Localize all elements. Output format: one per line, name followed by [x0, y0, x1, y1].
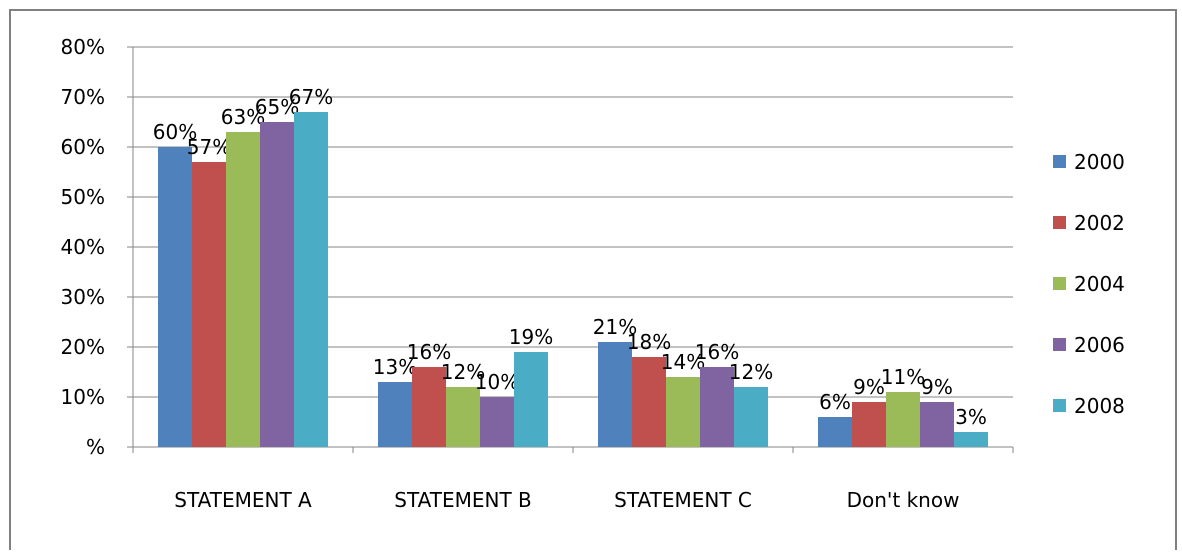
data-label: 9%	[853, 375, 885, 399]
y-tick-label: 30%	[61, 285, 105, 309]
bar	[514, 352, 548, 447]
data-label: 10%	[475, 370, 519, 394]
bar	[226, 132, 260, 447]
bar	[886, 392, 920, 447]
data-label: 65%	[255, 95, 299, 119]
legend-swatch	[1053, 216, 1066, 229]
bar	[920, 402, 954, 447]
data-label: 12%	[441, 360, 485, 384]
bar	[260, 122, 294, 447]
data-label: 21%	[593, 315, 637, 339]
legend-swatch	[1053, 399, 1066, 412]
bar	[852, 402, 886, 447]
legend-label: 2000	[1074, 150, 1125, 174]
data-label: 12%	[729, 360, 773, 384]
y-tick-label: 70%	[61, 85, 105, 109]
bar	[598, 342, 632, 447]
data-label: 11%	[881, 365, 925, 389]
y-tick-label: %	[86, 435, 105, 459]
data-label: 13%	[373, 355, 417, 379]
y-tick-label: 60%	[61, 135, 105, 159]
legend-label: 2002	[1074, 211, 1125, 235]
legend-swatch	[1053, 155, 1066, 168]
data-label: 14%	[661, 350, 705, 374]
data-label: 19%	[509, 325, 553, 349]
bar	[158, 147, 192, 447]
legend-label: 2004	[1074, 272, 1125, 296]
bar	[294, 112, 328, 447]
bar	[734, 387, 768, 447]
data-label: 57%	[187, 135, 231, 159]
data-label: 60%	[153, 120, 197, 144]
bar	[632, 357, 666, 447]
bar	[378, 382, 412, 447]
y-tick-label: 80%	[61, 35, 105, 59]
legend-label: 2008	[1074, 394, 1125, 418]
y-tick-label: 40%	[61, 235, 105, 259]
bar	[480, 397, 514, 447]
x-tick-label: STATEMENT A	[174, 488, 312, 512]
bar	[412, 367, 446, 447]
bar	[446, 387, 480, 447]
legend-swatch	[1053, 338, 1066, 351]
data-label: 63%	[221, 105, 265, 129]
data-label: 67%	[289, 85, 333, 109]
bar	[954, 432, 988, 447]
data-label: 18%	[627, 330, 671, 354]
x-tick-label: STATEMENT C	[614, 488, 752, 512]
data-label: 16%	[695, 340, 739, 364]
data-label: 3%	[955, 405, 987, 429]
y-tick-label: 10%	[61, 385, 105, 409]
data-label: 16%	[407, 340, 451, 364]
bar	[818, 417, 852, 447]
bar	[192, 162, 226, 447]
chart-border	[9, 9, 1177, 554]
bar	[700, 367, 734, 447]
data-label: 9%	[921, 375, 953, 399]
x-tick-label: STATEMENT B	[394, 488, 532, 512]
legend-label: 2006	[1074, 333, 1125, 357]
y-tick-label: 20%	[61, 335, 105, 359]
x-tick-label: Don't know	[847, 488, 960, 512]
y-tick-label: 50%	[61, 185, 105, 209]
legend-swatch	[1053, 277, 1066, 290]
data-label: 6%	[819, 390, 851, 414]
bar	[666, 377, 700, 447]
